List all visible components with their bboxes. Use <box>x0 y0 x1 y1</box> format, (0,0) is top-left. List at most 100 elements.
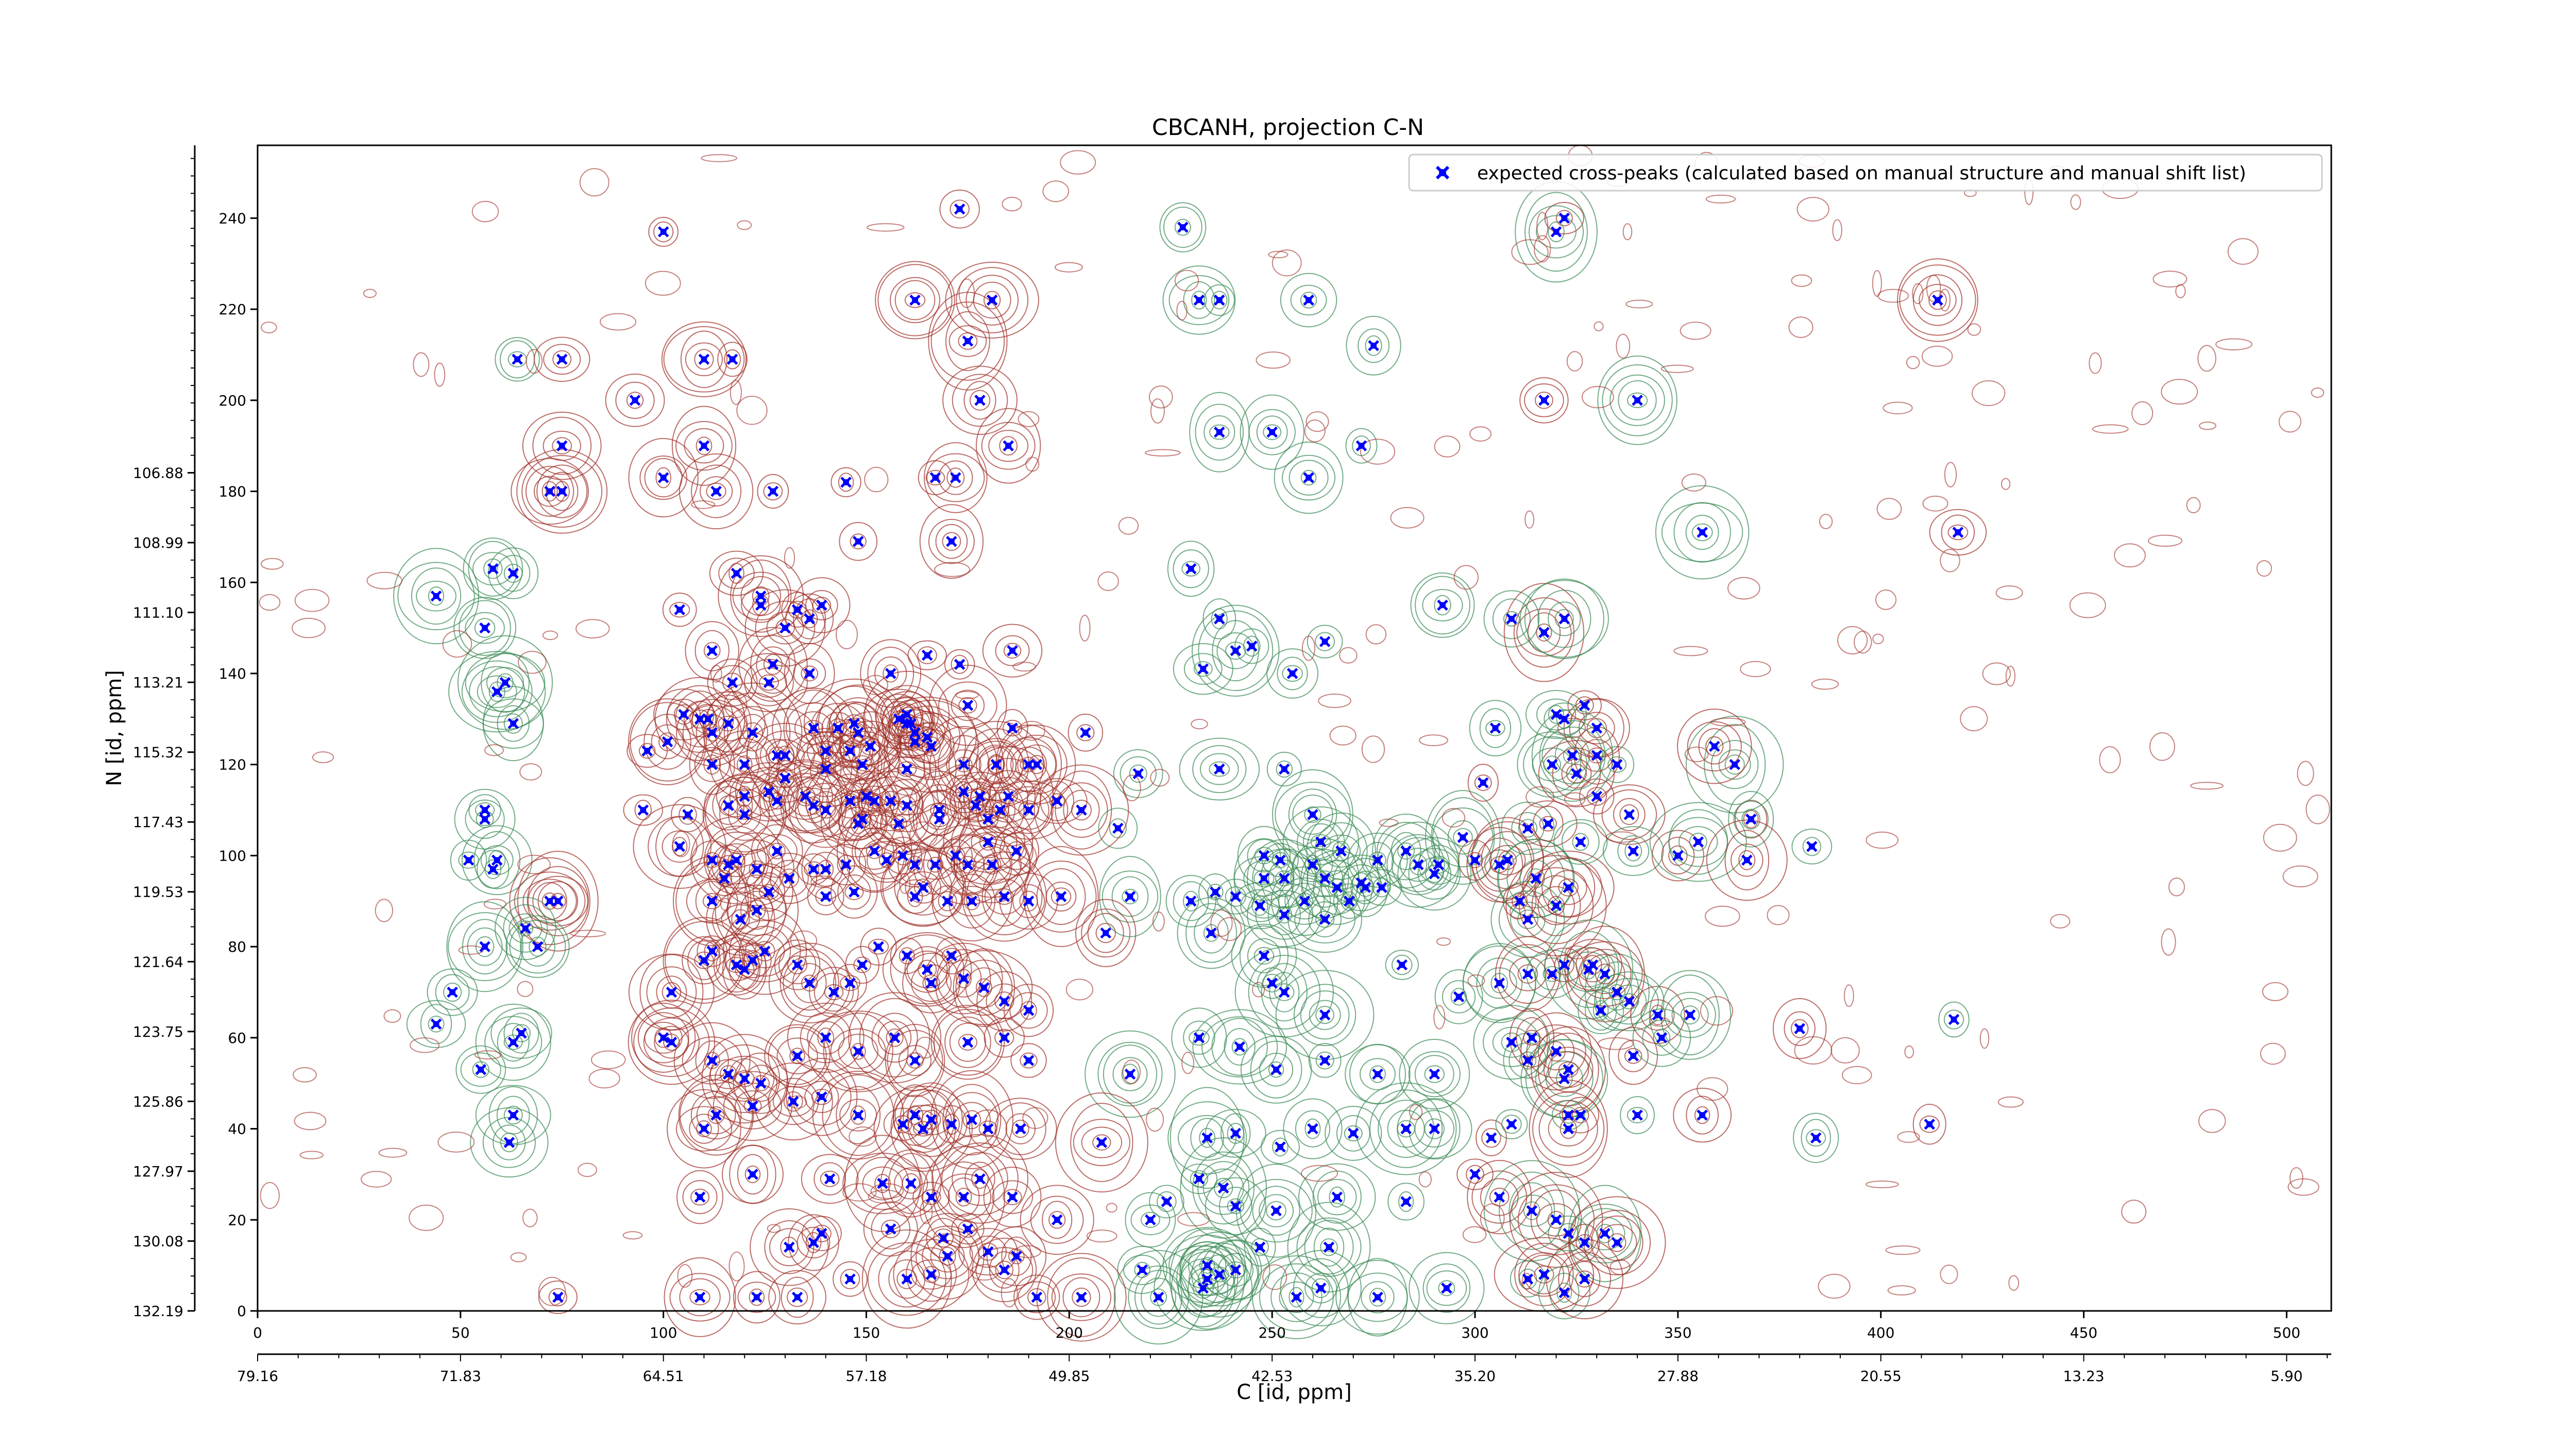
contour-ring <box>628 1000 716 1085</box>
cross-peak-point <box>1315 836 1327 848</box>
contour-ring <box>1391 832 1421 870</box>
contour-ring <box>738 925 791 977</box>
noise-contour <box>1926 275 1941 302</box>
noise-contour <box>2070 194 2081 210</box>
cross-peak-point <box>1355 440 1367 451</box>
contour-ring <box>463 537 523 600</box>
contour-ring <box>411 567 462 625</box>
cross-peak-point <box>1051 1214 1063 1226</box>
cross-peak-point <box>901 763 913 775</box>
contour-ring <box>1519 1051 1537 1070</box>
noise-contour <box>842 1183 877 1202</box>
contour-ring <box>406 1000 466 1048</box>
contour-ring <box>1372 813 1440 889</box>
contour-ring <box>1235 1164 1317 1258</box>
contour-ring <box>468 794 501 826</box>
cross-peak-point <box>901 1273 913 1285</box>
cross-peak-point <box>852 535 864 547</box>
contour-ring <box>781 1276 814 1318</box>
cross-peak-point <box>1924 1118 1935 1130</box>
cross-peak-point <box>998 996 1010 1007</box>
cross-peak-point <box>958 1191 970 1203</box>
cross-peak-point <box>840 859 852 870</box>
contour-ring <box>1207 884 1224 901</box>
contour-ring <box>707 1106 725 1124</box>
contour-ring <box>938 681 997 730</box>
contour-ring <box>678 1074 754 1156</box>
contour-ring <box>1320 870 1353 905</box>
contour-ring <box>1198 610 1274 692</box>
contour-ring <box>836 1086 881 1144</box>
cross-peak-point <box>791 604 803 616</box>
noise-contour <box>1002 196 1022 212</box>
contour-ring <box>750 1208 829 1286</box>
contour-ring <box>880 1219 901 1238</box>
cross-peak-point <box>747 1100 758 1112</box>
contour-ring <box>663 1034 680 1051</box>
cross-peak-point <box>1550 1214 1562 1226</box>
contour-ring <box>1101 870 1159 923</box>
contour-ring <box>482 686 544 762</box>
contour-ring <box>1004 984 1054 1037</box>
contour-ring <box>1062 1277 1100 1318</box>
contour-ring <box>1687 721 1742 772</box>
contour-ring <box>1806 1129 1826 1147</box>
contour-ring <box>1947 524 1969 541</box>
contour-ring <box>1191 1245 1248 1303</box>
cross-peak-point <box>1494 859 1505 870</box>
cross-peak-point <box>556 485 568 497</box>
contour-ring <box>1345 428 1378 464</box>
cross-peak-point <box>1011 1251 1022 1262</box>
noise-contour <box>2121 1200 2147 1224</box>
cross-peak-point <box>962 335 974 347</box>
contour-ring <box>880 790 901 812</box>
contour-ring <box>883 664 899 683</box>
cross-peak-point <box>1023 759 1035 770</box>
contour-ring <box>799 741 853 797</box>
contour-ring <box>1649 970 1732 1060</box>
contour-ring <box>788 772 863 848</box>
cross-peak-point <box>479 622 490 634</box>
cross-peak-point <box>856 959 868 971</box>
cross-peak-point <box>1076 1291 1087 1303</box>
cross-peak-point <box>1550 1046 1562 1057</box>
contour-ring <box>1516 608 1572 657</box>
contour-ring <box>709 705 748 742</box>
contour-ring <box>939 189 980 229</box>
cross-peak-point <box>1254 900 1266 912</box>
contour-ring <box>862 688 935 749</box>
contour-ring <box>1365 335 1382 356</box>
contour-ring <box>1317 1178 1357 1216</box>
noise-contour <box>1616 333 1631 359</box>
contour-ring <box>1173 643 1233 695</box>
contour-ring <box>1165 874 1216 928</box>
contour-ring <box>1328 878 1346 897</box>
contour-ring <box>665 921 743 1000</box>
cross-peak-point <box>1335 845 1347 857</box>
cross-peak-point <box>820 864 832 875</box>
cross-peak-point <box>852 1046 864 1057</box>
contour-ring <box>1595 964 1615 985</box>
contour-ring <box>1361 869 1402 906</box>
cross-peak-point <box>828 986 840 998</box>
contour-ring <box>1572 833 1589 851</box>
noise-contour <box>517 854 551 874</box>
contour-ring <box>1694 1106 1710 1124</box>
contour-ring <box>933 1008 1003 1076</box>
contour-ring <box>428 586 445 606</box>
cross-peak-point <box>751 1291 762 1303</box>
contour-ring <box>1248 409 1296 456</box>
cross-peak-point <box>771 795 783 807</box>
noise-contour <box>1181 1052 1194 1074</box>
contour-ring <box>834 783 866 819</box>
y-tick-label: 220 <box>219 301 246 318</box>
noise-contour <box>1106 1203 1117 1213</box>
cross-peak-point <box>849 886 860 898</box>
noise-contour <box>1152 911 1165 932</box>
contour-ring <box>890 277 941 324</box>
noise-contour <box>1939 289 1951 312</box>
contour-ring <box>1253 869 1275 887</box>
cross-peak-point <box>893 713 905 725</box>
contour-ring <box>719 832 794 906</box>
contour-ring <box>465 799 505 839</box>
